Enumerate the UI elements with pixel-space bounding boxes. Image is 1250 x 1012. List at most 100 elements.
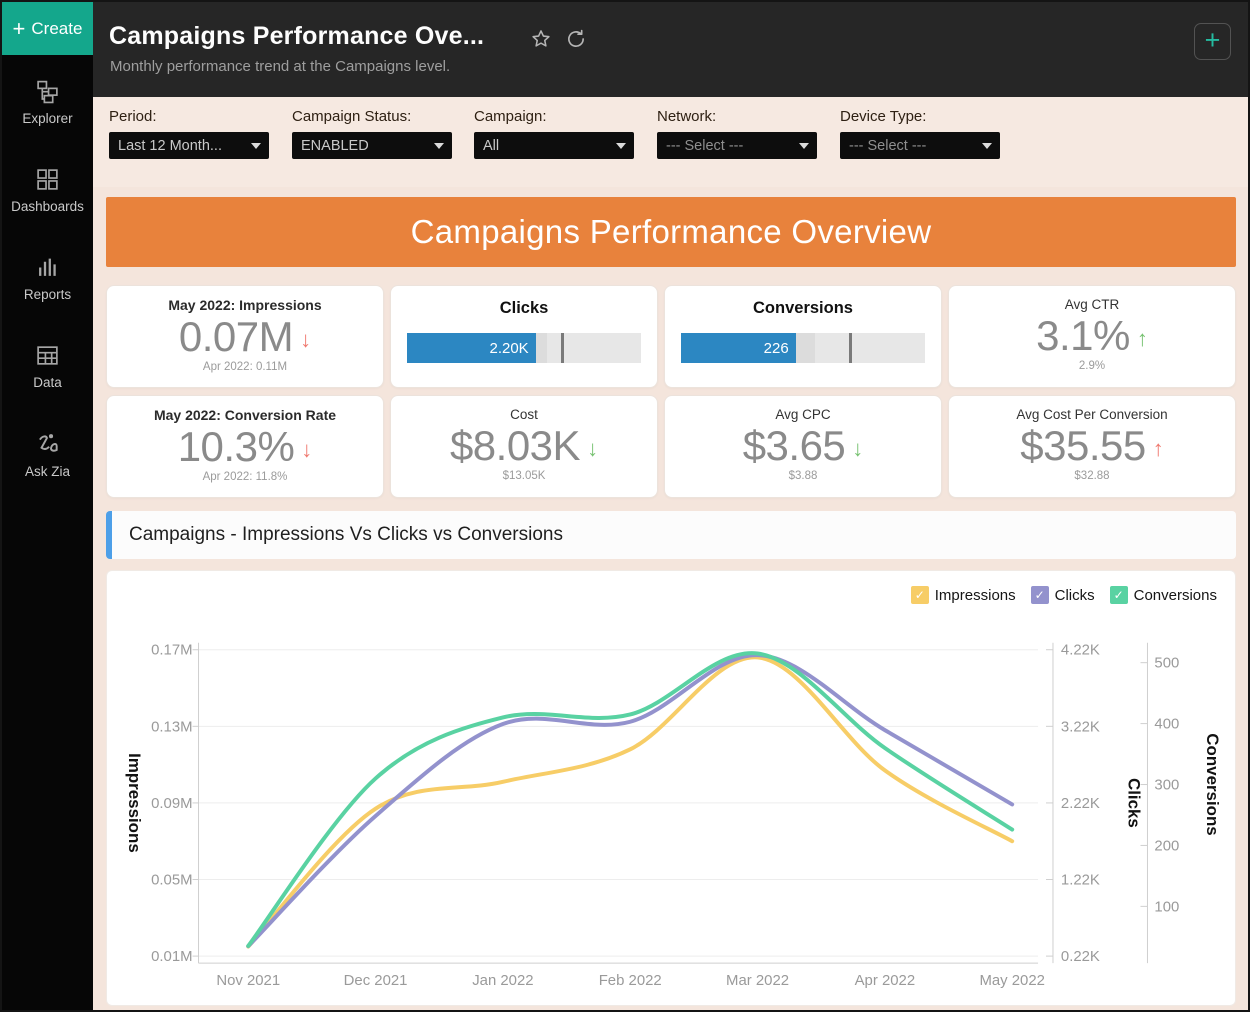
zia-icon	[38, 434, 58, 452]
create-button-label: Create	[31, 18, 83, 38]
period-dropdown[interactable]: Last 12 Month...	[109, 132, 269, 159]
refresh-icon[interactable]	[565, 28, 587, 50]
chart-section-title: Campaigns - Impressions Vs Clicks vs Con…	[129, 524, 563, 545]
kpi-title: Avg CPC	[775, 407, 831, 422]
device-type-dropdown[interactable]: --- Select ---	[840, 132, 1000, 159]
kpi-subtext: Apr 2022: 0.11M	[202, 361, 288, 373]
network-value: --- Select ---	[666, 137, 744, 154]
kpi-subtext: $3.88	[788, 470, 818, 482]
x-tick-label: Jan 2022	[472, 972, 533, 989]
x-tick-label: Apr 2022	[855, 972, 916, 989]
chart-section-header: Campaigns - Impressions Vs Clicks vs Con…	[106, 511, 1236, 559]
kpi-value: 3.1%	[1036, 312, 1130, 359]
legend-label: Impressions	[934, 586, 1016, 604]
legend-item-conversions[interactable]: ✓ Conversions	[1109, 586, 1217, 604]
legend-item-impressions[interactable]: ✓ Impressions	[910, 586, 1016, 604]
filter-campaign: Campaign: All	[474, 108, 634, 159]
filter-label: Campaign:	[474, 108, 547, 125]
tick-label: 4.22K	[1061, 642, 1100, 659]
reports-icon	[39, 258, 56, 276]
filter-bar: Period: Last 12 Month... Campaign Status…	[93, 97, 1248, 187]
kpi-card-conversions: Conversions 226	[664, 285, 942, 388]
kpi-title: Conversions	[753, 299, 853, 317]
chevron-down-icon	[799, 143, 809, 149]
sidebar-item-label: Explorer	[22, 111, 73, 126]
trend-chart-card: ✓ Impressions ✓ Clicks ✓ Conversions 0.1…	[106, 570, 1236, 1006]
tick-label: 0.09M	[151, 795, 192, 812]
series-line-impressions	[246, 655, 1015, 949]
bullet-value: 2.20K	[489, 339, 529, 357]
tick-label: 100	[1154, 898, 1179, 915]
sidebar-item-data[interactable]: Data	[2, 343, 93, 401]
banner-title: Campaigns Performance Overview	[410, 213, 932, 250]
kpi-title: May 2022: Conversion Rate	[153, 407, 337, 423]
sidebar-item-explorer[interactable]: Explorer	[2, 79, 93, 137]
bullet-fill: 226	[681, 333, 796, 363]
bullet-fill: 2.20K	[407, 333, 536, 363]
kpi-title: Clicks	[499, 299, 549, 317]
trend-chart-svg: 0.17M 0.13M 0.09M 0.05M 0.01M Impressions 4.22…	[125, 642, 1222, 989]
tick-label: 0.22K	[1061, 948, 1100, 965]
kpi-card-avg-cpc: Avg CPC $3.65 ↓ $3.88	[664, 395, 942, 498]
filter-label: Network:	[657, 108, 717, 125]
chevron-down-icon	[616, 143, 626, 149]
conversions-bullet-bar: 226	[681, 333, 925, 363]
network-dropdown[interactable]: --- Select ---	[657, 132, 817, 159]
tick-label: 0.17M	[151, 642, 192, 659]
trend-down-arrow-icon: ↓	[852, 436, 864, 461]
legend-item-clicks[interactable]: ✓ Clicks	[1030, 586, 1095, 604]
top-header: Campaigns Performance Ove... Monthly per…	[93, 2, 1248, 97]
x-tick-label: Feb 2022	[599, 972, 662, 989]
kpi-subtext: $32.88	[1074, 470, 1110, 482]
sidebar-nav: Explorer Dashboards Reports	[2, 79, 93, 519]
tick-label: 300	[1154, 776, 1179, 793]
create-button[interactable]: + Create	[2, 2, 93, 55]
filter-period: Period: Last 12 Month...	[109, 108, 269, 159]
plus-icon: +	[1204, 24, 1221, 55]
tick-label: 0.05M	[151, 871, 192, 888]
kpi-card-avg-ctr: Avg CTR 3.1% ↑ 2.9%	[948, 285, 1236, 388]
filter-device-type: Device Type: --- Select ---	[840, 108, 1000, 159]
trend-down-arrow-icon: ↓	[300, 327, 312, 352]
x-tick-label: Nov 2021	[216, 972, 280, 989]
tick-label: 500	[1154, 655, 1179, 672]
sidebar-item-reports[interactable]: Reports	[2, 255, 93, 313]
campaign-status-value: ENABLED	[301, 137, 369, 154]
campaign-status-dropdown[interactable]: ENABLED	[292, 132, 452, 159]
legend-label: Conversions	[1133, 586, 1217, 604]
trend-line-chart: 0.17M 0.13M 0.09M 0.05M 0.01M Impressions 4.22…	[107, 571, 1235, 1005]
kpi-grid: May 2022: Impressions 0.07M ↓ Apr 2022: …	[106, 285, 1236, 498]
kpi-title: Avg Cost Per Conversion	[1016, 407, 1168, 422]
legend-label: Clicks	[1054, 586, 1095, 604]
trend-down-arrow-icon: ↓	[301, 437, 313, 462]
clicks-bullet-bar: 2.20K	[407, 333, 641, 363]
x-tick-label: Dec 2021	[344, 972, 408, 989]
axis-title-impressions: Impressions	[125, 753, 144, 853]
add-widget-button[interactable]: +	[1194, 23, 1231, 60]
kpi-title: Avg CTR	[1064, 297, 1120, 312]
sidebar-item-label: Reports	[23, 287, 72, 302]
filter-campaign-status: Campaign Status: ENABLED	[292, 108, 452, 159]
dashboard-content: Campaigns Performance Overview May 2022:…	[93, 187, 1248, 1010]
data-table-icon	[37, 346, 58, 365]
campaign-value: All	[483, 137, 500, 154]
campaign-dropdown[interactable]: All	[474, 132, 634, 159]
kpi-subtext: $13.05K	[502, 470, 546, 482]
chevron-down-icon	[434, 143, 444, 149]
kpi-title: May 2022: Impressions	[168, 297, 322, 313]
sidebar-item-ask-zia[interactable]: Ask Zia	[2, 431, 93, 489]
kpi-value: $3.65	[742, 422, 846, 469]
axis-title-conversions: Conversions	[1203, 733, 1222, 835]
kpi-card-clicks: Clicks 2.20K	[390, 285, 658, 388]
series-line-clicks	[246, 653, 1015, 949]
sidebar-item-label: Dashboards	[11, 199, 84, 214]
legend-checkbox-icon: ✓	[910, 586, 929, 604]
sidebar-item-dashboards[interactable]: Dashboards	[2, 167, 93, 225]
kpi-subtext: Apr 2022: 11.8%	[202, 471, 288, 483]
sidebar-item-label: Data	[33, 375, 62, 390]
bullet-value: 226	[763, 339, 789, 357]
filter-network: Network: --- Select ---	[657, 108, 817, 159]
tick-label: 1.22K	[1061, 871, 1100, 888]
favorite-star-icon[interactable]	[530, 28, 552, 50]
kpi-value: $8.03K	[449, 422, 581, 469]
